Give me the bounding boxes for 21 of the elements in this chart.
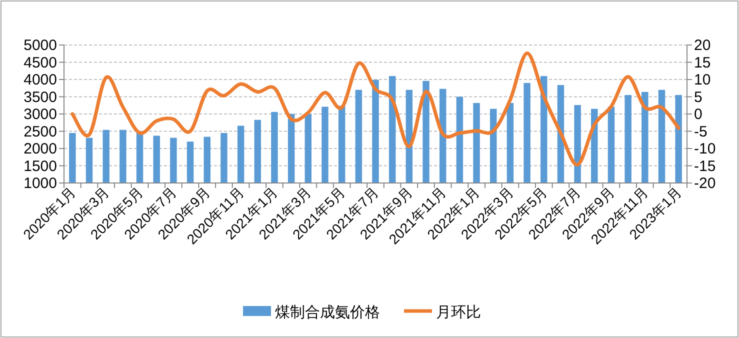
y-tick-label: 3500	[24, 88, 57, 106]
y-tick-label: 3000	[24, 106, 57, 123]
y-tick-label: 1000	[24, 175, 57, 192]
y2-tick-label: 10	[694, 72, 711, 88]
y2-tick-label: -10	[694, 140, 716, 158]
y-tick-label: 2000	[24, 140, 57, 158]
y-tick-label: 1500	[24, 158, 57, 175]
y-tick-label: 5000	[24, 37, 57, 54]
y2-tick-label: -20	[694, 175, 716, 192]
y2-tick-label: 0	[694, 106, 702, 123]
y-tick-label: 4000	[24, 72, 57, 88]
line-series	[70, 52, 680, 166]
y2-tick-label: 20	[694, 37, 711, 54]
legend-label: 煤制合成氨价格	[275, 304, 380, 321]
y2-tick-label: -15	[694, 158, 716, 175]
y2-tick-label: 5	[694, 88, 702, 106]
y-tick-label: 2500	[24, 123, 57, 140]
legend-label: 月环比	[436, 304, 481, 321]
y2-tick-label: -5	[694, 123, 708, 140]
y2-tick-label: 15	[694, 54, 711, 72]
y-tick-label: 4500	[24, 54, 57, 72]
